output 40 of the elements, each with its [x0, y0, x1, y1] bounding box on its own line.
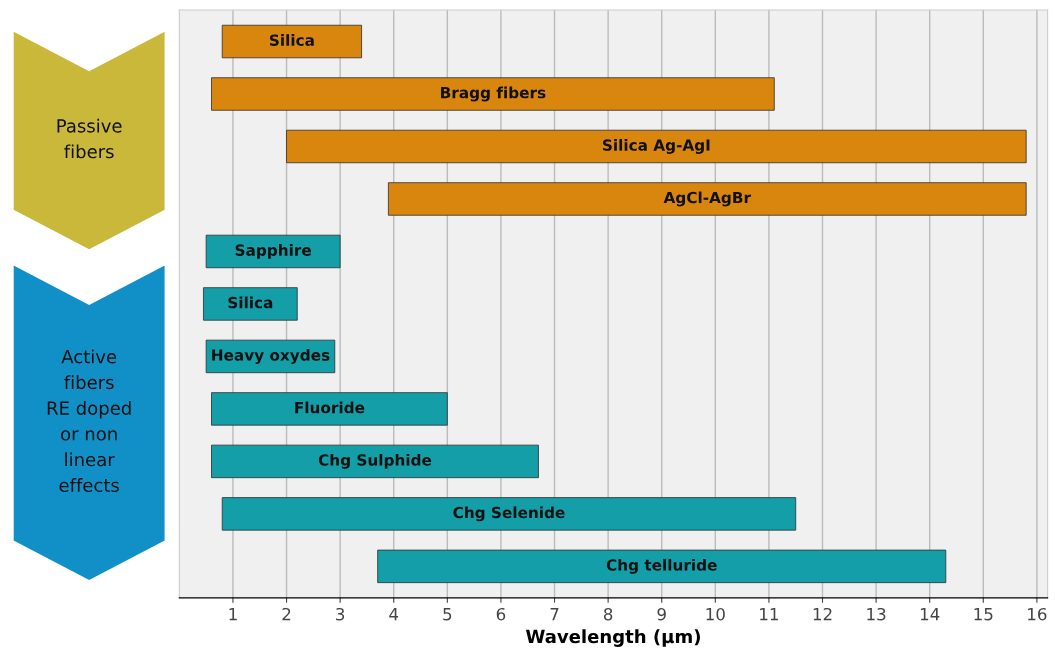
y-tick-label: Silica Ag-AgI — [602, 139, 710, 154]
y-tick-label: Silica — [269, 34, 314, 46]
x-tick-label: 5 — [443, 608, 452, 621]
x-tick-label: 1 — [229, 608, 237, 621]
bar — [377, 549, 947, 584]
x-tick-label: 6 — [496, 607, 506, 621]
y-tick-label: Fluoride — [295, 401, 365, 414]
x-tick-label: 2 — [282, 607, 291, 621]
y-tick-label: Heavy oxydes — [212, 348, 330, 364]
y-tick-label: Chg Sulphide — [318, 453, 432, 469]
x-tick-label: 14 — [920, 608, 940, 621]
y-tick-label: AgCl-AgBr — [663, 191, 751, 207]
y-tick-label: Bragg fibers — [441, 86, 546, 102]
x-tick-label: 11 — [760, 608, 778, 621]
x-tick-label: 13 — [867, 607, 886, 621]
bar — [286, 129, 1027, 164]
bar — [211, 392, 448, 426]
x-tick-label: 3 — [336, 607, 345, 621]
text: Active fibers RE doped or non linear effects — [47, 349, 131, 493]
x-tick-label: 9 — [657, 607, 666, 621]
x-tick-label: 4 — [389, 608, 399, 621]
x-tick-label: 12 — [813, 607, 832, 621]
y-tick-label: Chg telluride — [606, 558, 717, 574]
x-tick-label: 7 — [550, 608, 559, 621]
bar — [221, 497, 797, 531]
x-tick-label: 8 — [603, 607, 613, 621]
text: Passive fibers — [57, 118, 122, 159]
x-axis-title: Wavelength (µm) — [526, 629, 700, 647]
bar — [203, 287, 298, 321]
y-tick-label: Chg Selenide — [453, 506, 565, 522]
x-tick-label: 15 — [974, 608, 993, 621]
bar — [211, 444, 539, 479]
bar — [205, 234, 341, 269]
x-tick-label: 16 — [1028, 607, 1047, 621]
bar — [211, 77, 775, 111]
bar — [221, 24, 362, 59]
x-tick-label: 10 — [706, 607, 725, 621]
bar — [387, 182, 1027, 216]
y-tick-label: Sapphire — [235, 244, 311, 259]
y-tick-label: Silica — [228, 296, 273, 309]
